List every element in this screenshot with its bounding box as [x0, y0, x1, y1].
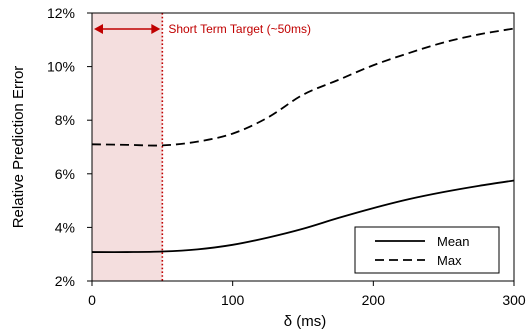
short-term-region — [92, 13, 163, 281]
y-tick-label: 2% — [55, 273, 75, 289]
y-tick-label: 12% — [47, 5, 75, 21]
annotation-label: Short Term Target (~50ms) — [168, 22, 311, 36]
plot-frame — [91, 12, 515, 282]
x-tick-label: 300 — [502, 292, 526, 308]
x-tick-label: 100 — [221, 292, 245, 308]
series-line-mean — [91, 179, 515, 253]
legend-label-mean: Mean — [437, 234, 470, 249]
series-line-max — [91, 27, 515, 147]
y-tick-label: 4% — [55, 219, 75, 235]
arrowhead-right — [151, 24, 161, 34]
legend-label-max: Max — [437, 253, 462, 268]
y-tick-label: 10% — [47, 59, 75, 75]
legend-box — [354, 226, 500, 274]
x-tick-label: 200 — [362, 292, 386, 308]
y-tick-label: 6% — [55, 166, 75, 182]
x-tick-label: 0 — [88, 292, 96, 308]
x-axis-label: δ (ms) — [284, 313, 327, 330]
y-tick-label: 8% — [55, 112, 75, 128]
arrowhead-left — [94, 24, 103, 34]
y-axis-label: Relative Prediction Error — [10, 66, 27, 229]
